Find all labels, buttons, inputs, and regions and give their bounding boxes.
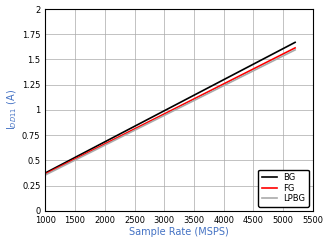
Legend: BG, FG, LPBG: BG, FG, LPBG [259,170,309,207]
X-axis label: Sample Rate (MSPS): Sample Rate (MSPS) [129,227,229,237]
Y-axis label: I$_{DD11}$ (A): I$_{DD11}$ (A) [6,89,19,130]
